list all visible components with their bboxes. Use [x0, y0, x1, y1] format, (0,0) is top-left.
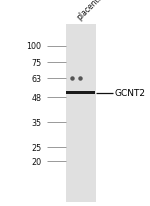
Text: 20: 20: [31, 157, 41, 166]
Text: 63: 63: [31, 74, 41, 83]
Text: GCNT2: GCNT2: [115, 89, 146, 98]
Text: 75: 75: [31, 58, 41, 67]
Text: 100: 100: [26, 42, 41, 51]
Text: 35: 35: [31, 118, 41, 127]
Text: placenta: placenta: [75, 0, 105, 22]
Bar: [66, 91, 95, 95]
Text: 25: 25: [31, 143, 41, 152]
Text: 48: 48: [31, 93, 41, 102]
Bar: [66, 25, 96, 202]
